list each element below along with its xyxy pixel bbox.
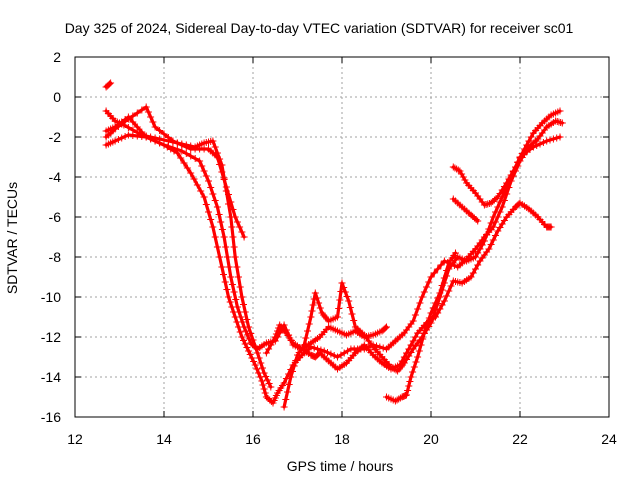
y-tick-label: -14 <box>41 369 61 385</box>
y-tick-label: -8 <box>49 249 62 265</box>
data-series <box>102 79 566 411</box>
y-tick-label: 0 <box>53 89 61 105</box>
y-tick-label: -2 <box>49 129 62 145</box>
y-tick-label: -4 <box>49 169 62 185</box>
series-track-6-markers <box>280 133 564 411</box>
x-tick-label: 24 <box>601 431 617 447</box>
chart-title: Day 325 of 2024, Sidereal Day-to-day VTE… <box>65 20 574 36</box>
x-tick-label: 20 <box>423 431 439 447</box>
series-track-7-markers <box>383 249 459 405</box>
x-axis-label: GPS time / hours <box>287 458 394 474</box>
x-axis: 12 14 16 18 20 22 24 <box>67 57 617 447</box>
series-track-8-markers <box>449 107 564 209</box>
y-tick-label: -16 <box>41 409 61 425</box>
series-track-10-markers <box>102 79 115 91</box>
x-tick-label: 14 <box>156 431 172 447</box>
series-track-9-markers <box>449 195 482 225</box>
x-tick-label: 22 <box>512 431 528 447</box>
grid-lines <box>75 57 609 417</box>
x-tick-label: 18 <box>334 431 350 447</box>
y-tick-label: 2 <box>53 49 61 65</box>
y-tick-label: -6 <box>49 209 62 225</box>
series-track-4 <box>104 119 564 405</box>
y-tick-label: -10 <box>41 289 61 305</box>
x-tick-label: 16 <box>245 431 261 447</box>
x-tick-label: 12 <box>67 431 83 447</box>
y-axis-label: SDTVAR / TECUs <box>4 182 20 294</box>
series-track-5-markers <box>262 199 555 373</box>
y-axis: 2 0 -2 -4 -6 -8 -10 -12 -14 -16 <box>41 49 609 425</box>
y-tick-label: -12 <box>41 329 61 345</box>
